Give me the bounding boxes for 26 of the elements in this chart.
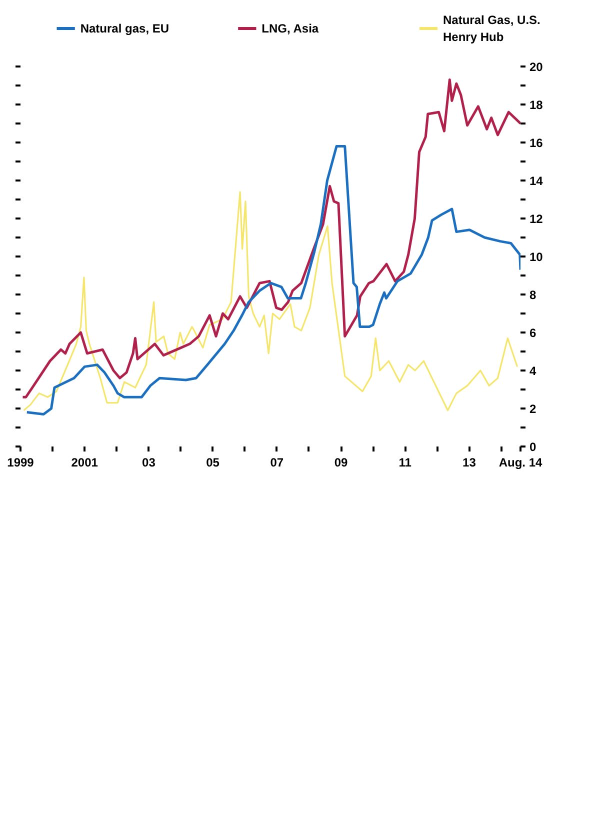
- x-tick-label: 2001: [71, 456, 98, 470]
- y-tick-label: 16: [530, 136, 544, 150]
- y-tick-label: 8: [530, 288, 536, 302]
- y-tick-label: 14: [530, 174, 544, 188]
- line-series: [22, 191, 518, 412]
- line-series: [26, 145, 520, 416]
- y-tick-label: 12: [530, 212, 544, 226]
- legend-label: Natural Gas, U.S. Henry Hub: [443, 13, 540, 44]
- y-tick-label: 10: [530, 250, 544, 264]
- x-tick-label: 03: [142, 456, 156, 470]
- line-series: [21, 78, 520, 398]
- x-tick-label: 1999: [7, 456, 34, 470]
- y-tick-label: 2: [530, 402, 536, 416]
- x-tick-label: 13: [462, 456, 476, 470]
- legend-label: Natural gas, EU: [80, 22, 170, 36]
- y-tick-label: 4: [530, 364, 536, 378]
- x-tick-label: Aug. 14: [498, 456, 542, 470]
- y-tick-label: 0: [530, 440, 536, 454]
- x-tick-label: 11: [398, 456, 412, 470]
- y-tick-label: 6: [530, 326, 536, 340]
- x-tick-label: 07: [270, 456, 284, 470]
- y-tick-label: 18: [530, 98, 544, 112]
- y-tick-label: 20: [530, 60, 544, 74]
- x-tick-label: 09: [334, 456, 348, 470]
- x-tick-label: 05: [206, 456, 220, 470]
- legend-label: LNG, Asia: [262, 22, 319, 36]
